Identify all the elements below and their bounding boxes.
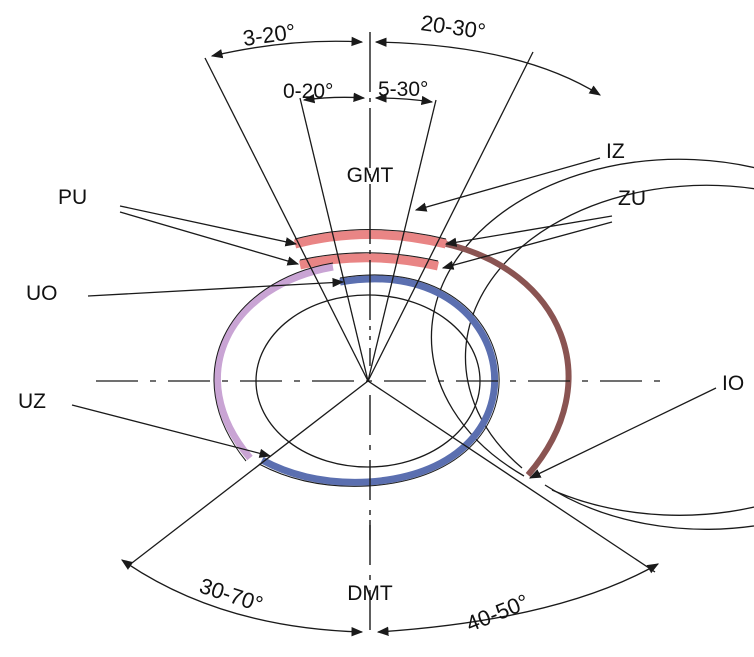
dmt-label: DMT <box>347 582 393 605</box>
blue-band <box>260 275 499 486</box>
angle-30-70: 30-70° <box>196 573 266 617</box>
red-band-outer-edge <box>294 229 447 240</box>
leader-lines <box>71 157 717 479</box>
violet-band <box>214 263 334 461</box>
pu-label: PU <box>58 186 87 209</box>
radial-lines <box>127 51 656 573</box>
angle-labels: 3-20° 20-30° 0-20° 5-30° 30-70° 40-50° <box>196 10 532 636</box>
angle-20-30: 20-30° <box>419 10 487 44</box>
outer-double-ring <box>430 158 754 530</box>
uo-label: UO <box>26 282 58 305</box>
brown-band <box>445 241 572 477</box>
red-band-inner-edge <box>299 252 439 262</box>
uz-label: UZ <box>18 390 46 413</box>
angle-40-50: 40-50° <box>463 589 533 637</box>
axes <box>96 32 666 640</box>
angle-arcs <box>121 36 660 637</box>
red-band-inner <box>299 253 440 271</box>
angle-0-20: 0-20° <box>283 80 333 103</box>
zu-label: ZU <box>618 187 646 210</box>
io-label: IO <box>722 372 744 395</box>
angle-3-20: 3-20° <box>241 19 297 51</box>
red-band-outer <box>293 230 448 249</box>
angle-5-30: 5-30° <box>378 78 428 101</box>
gmt-label: GMT <box>347 164 394 187</box>
iz-label: IZ <box>606 140 625 163</box>
colored-bands <box>213 229 572 487</box>
labels: GMT DMT PU UO UZ IZ ZU IO <box>18 140 744 605</box>
